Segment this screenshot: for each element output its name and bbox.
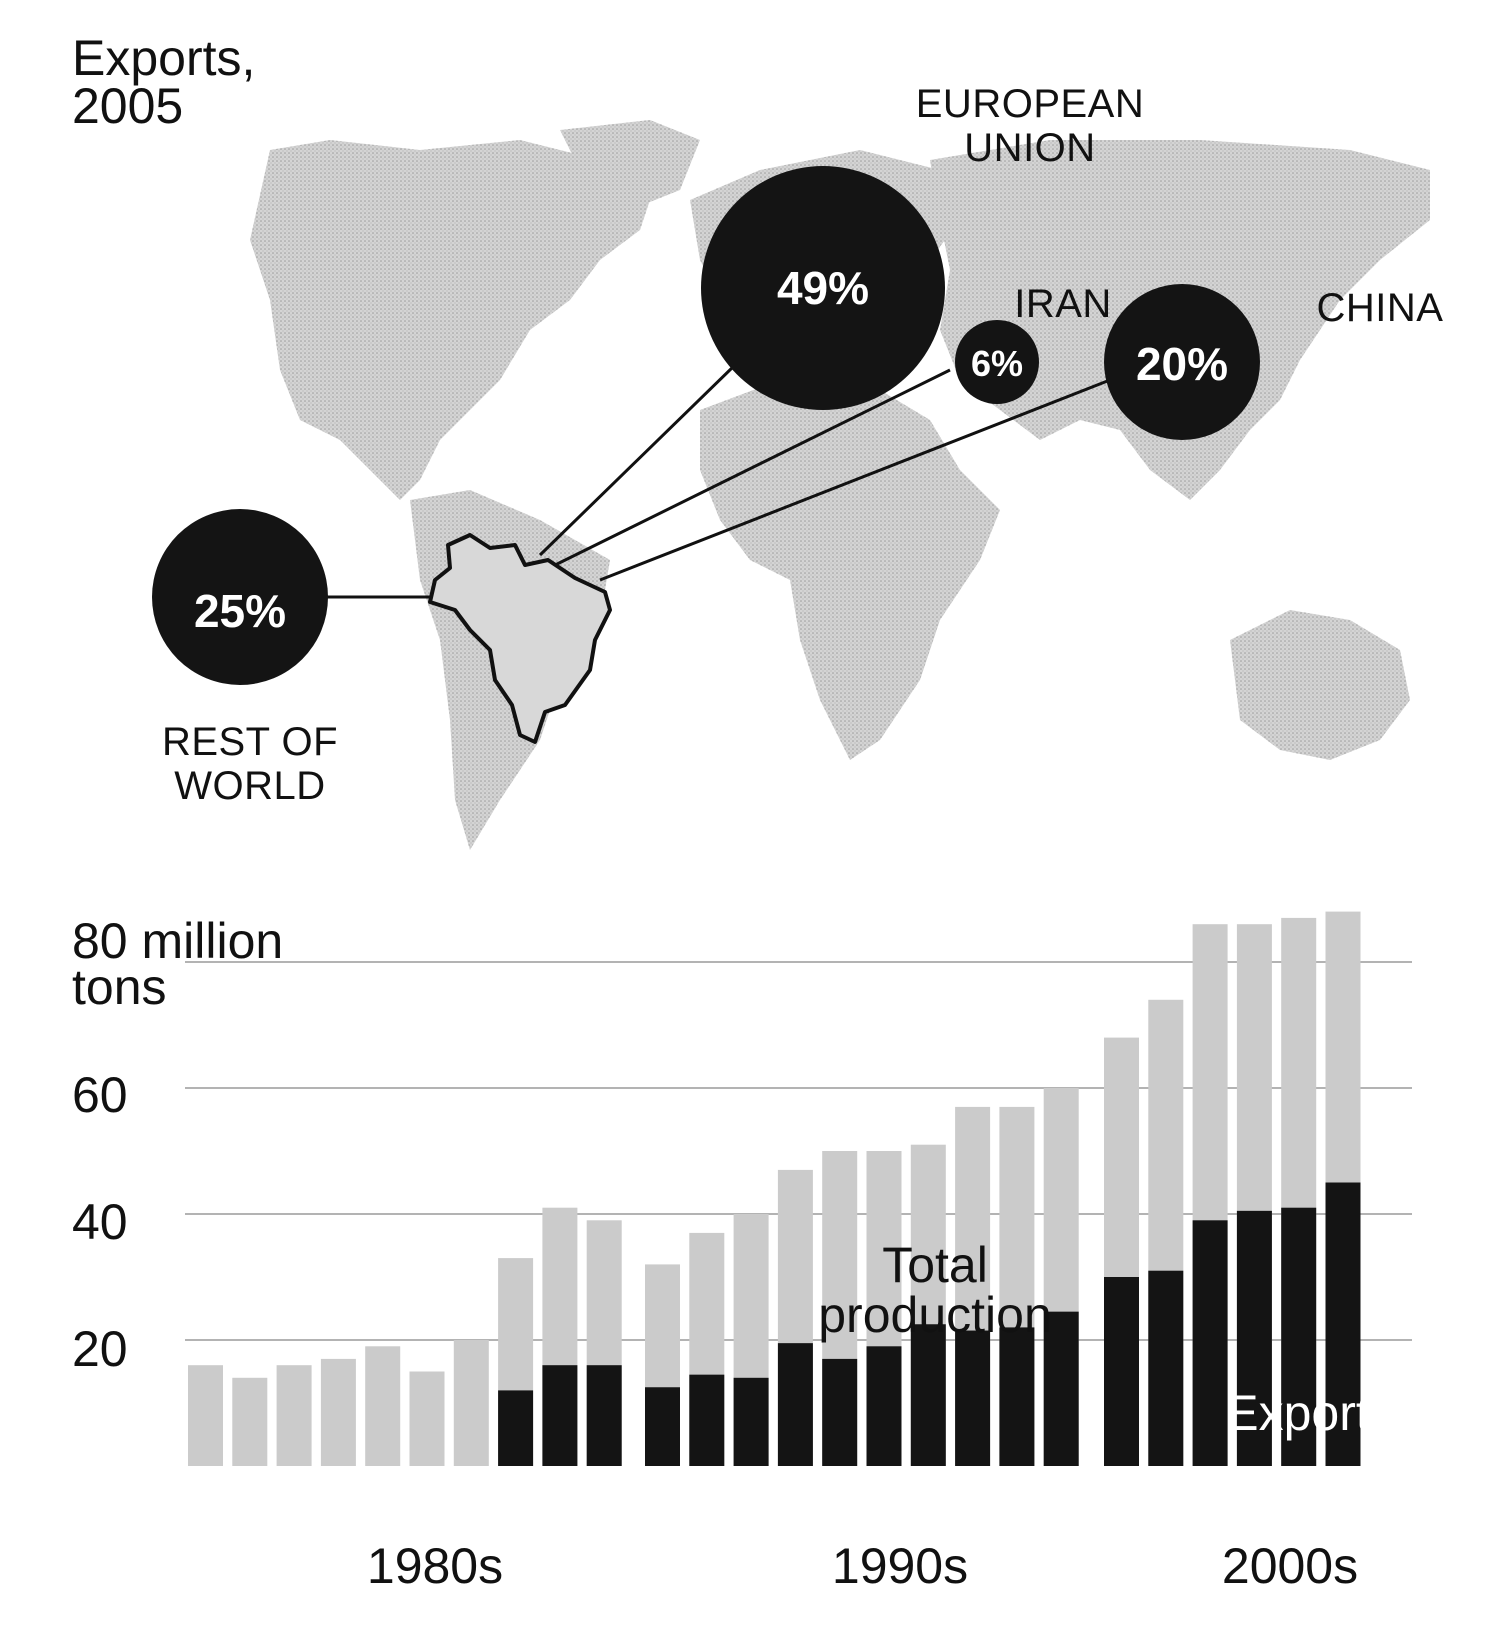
- production-bar: [365, 1346, 401, 1466]
- export-bar: [733, 1377, 769, 1466]
- export-bar: [866, 1346, 902, 1466]
- share-iran: 6%: [970, 343, 1024, 384]
- export-bar: [777, 1343, 813, 1466]
- production-bar: [453, 1340, 489, 1466]
- export-bar: [1281, 1207, 1317, 1466]
- connector-china: [599, 378, 1111, 582]
- connector-eu: [538, 363, 737, 557]
- share-eu: 49%: [776, 262, 870, 314]
- label-iran: IRAN: [988, 282, 1138, 326]
- export-bar: [1325, 1182, 1361, 1466]
- bubble-iran: [955, 320, 1039, 404]
- y-tick-20: 20: [72, 1321, 128, 1377]
- export-bar: [689, 1374, 725, 1466]
- africa-shape: [700, 380, 1000, 760]
- series-label-exports: Exports: [1225, 1385, 1395, 1441]
- map-title-line2: 2005: [72, 78, 184, 134]
- greenland-shape: [560, 120, 700, 210]
- label-european-union: EUROPEAN UNION: [880, 82, 1180, 170]
- share-row: 25%: [193, 585, 287, 637]
- production-bar: [188, 1365, 223, 1466]
- label-china-line1: CHINA: [1316, 286, 1444, 330]
- production-bar: [232, 1377, 268, 1466]
- export-bar: [498, 1390, 534, 1466]
- y-axis-title-line1: 80 million: [72, 913, 284, 969]
- export-bar: [645, 1387, 680, 1466]
- export-bubbles: [152, 166, 1260, 685]
- production-bar: [276, 1365, 312, 1466]
- australia-shape: [1230, 610, 1410, 760]
- series-label-total-production: Total production: [818, 1237, 1052, 1343]
- export-bar: [1192, 1220, 1228, 1466]
- y-axis-title-line2: tons: [72, 959, 167, 1015]
- label-row-line2: WORLD: [174, 764, 326, 808]
- export-bar: [910, 1324, 946, 1466]
- bubble-row: [152, 509, 328, 685]
- bubble-eu: [701, 166, 945, 410]
- decade-label-2000s: 2000s: [1221, 1538, 1359, 1594]
- bubble-china: [1104, 284, 1260, 440]
- production-bars: [188, 911, 1361, 1466]
- label-china: CHINA: [1290, 286, 1470, 330]
- export-bars: [498, 1182, 1361, 1466]
- map-title-line1: Exports,: [72, 30, 256, 86]
- connector-lines: [320, 363, 1111, 599]
- decade-label-1990s: 1990s: [831, 1538, 969, 1594]
- export-bar: [1148, 1270, 1184, 1466]
- label-iran-line1: IRAN: [1014, 282, 1112, 326]
- y-tick-60: 60: [72, 1067, 128, 1123]
- export-bar: [999, 1327, 1035, 1466]
- export-bar: [955, 1330, 991, 1466]
- production-bar: [409, 1371, 445, 1466]
- label-eu-line2: UNION: [964, 126, 1096, 170]
- north-america-shape: [250, 140, 660, 500]
- y-tick-40: 40: [72, 1194, 128, 1250]
- label-row-line1: REST OF: [161, 720, 339, 764]
- production-bar: [320, 1358, 356, 1466]
- brazil-shape: [428, 533, 612, 744]
- y-axis-title: 80 million tons: [72, 913, 284, 1015]
- export-bar: [586, 1365, 622, 1466]
- export-bar: [542, 1365, 578, 1466]
- decade-label-1980s: 1980s: [366, 1538, 504, 1594]
- world-map: [152, 120, 1430, 850]
- map-title: Exports, 2005: [72, 30, 256, 134]
- label-eu-line1: EUROPEAN: [915, 82, 1145, 126]
- export-bar: [1236, 1210, 1272, 1466]
- connector-iran: [544, 368, 951, 572]
- export-bar: [822, 1358, 858, 1466]
- label-rest-of-world: REST OF WORLD: [130, 720, 370, 808]
- export-bar: [1104, 1277, 1139, 1466]
- share-china: 20%: [1135, 338, 1229, 390]
- export-bar: [1043, 1311, 1079, 1466]
